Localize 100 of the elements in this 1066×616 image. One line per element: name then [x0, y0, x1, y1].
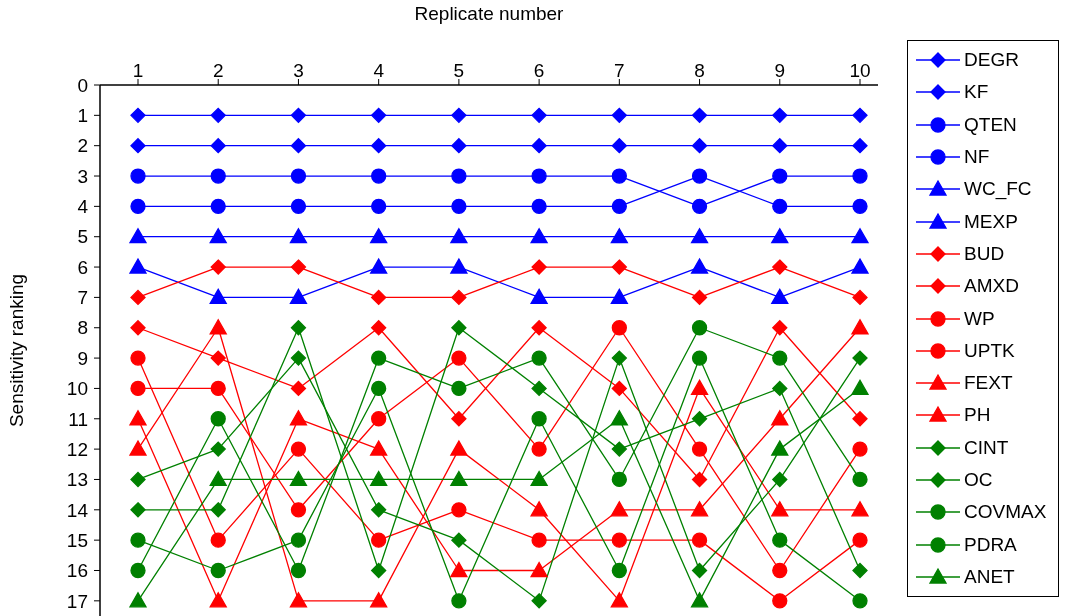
- point: [851, 379, 869, 396]
- point: [289, 288, 308, 305]
- point: [691, 198, 708, 215]
- point: [690, 501, 709, 517]
- point: [771, 440, 789, 456]
- y-tick-label: 11: [68, 408, 88, 430]
- point: [130, 168, 146, 184]
- point: [371, 107, 387, 123]
- legend-label: QTEN: [964, 113, 1017, 136]
- point: [451, 138, 467, 154]
- point: [691, 289, 708, 306]
- legend-label: PH: [964, 404, 991, 427]
- point: [611, 562, 627, 579]
- point: [531, 532, 547, 548]
- point: [772, 198, 788, 215]
- point: [290, 562, 307, 579]
- point: [691, 411, 708, 427]
- point: [531, 168, 547, 184]
- y-tick-label: 7: [77, 287, 88, 309]
- point: [610, 410, 628, 426]
- point: [130, 107, 146, 123]
- point: [371, 138, 387, 154]
- legend-label: WC_FC: [964, 178, 1032, 201]
- x-axis-title: Replicate number: [414, 3, 565, 25]
- point: [851, 501, 869, 517]
- legend-label: BUD: [964, 242, 1005, 265]
- point: [771, 501, 789, 517]
- y-tick-label: 2: [77, 135, 88, 157]
- point: [129, 592, 147, 608]
- point: [129, 228, 147, 244]
- point: [210, 198, 226, 215]
- point: [450, 228, 468, 244]
- point: [852, 411, 868, 427]
- y-tick-label: 16: [66, 560, 88, 582]
- point: [530, 501, 548, 517]
- point: [852, 138, 868, 154]
- point: [611, 198, 627, 215]
- point: [130, 350, 146, 366]
- point: [210, 441, 226, 457]
- x-tick-label: 7: [614, 60, 625, 81]
- point: [451, 168, 467, 184]
- point: [209, 470, 227, 487]
- x-tick-label: 3: [293, 60, 304, 81]
- point: [450, 440, 468, 456]
- point: [691, 471, 708, 488]
- point: [531, 107, 547, 123]
- point: [450, 258, 468, 274]
- point: [451, 289, 467, 306]
- point: [371, 532, 387, 548]
- point: [371, 168, 387, 184]
- point: [451, 107, 467, 123]
- x-tick-label: 1: [132, 60, 144, 81]
- point: [691, 441, 708, 457]
- point: [851, 319, 869, 335]
- point: [772, 259, 788, 275]
- y-tick-label: 4: [77, 196, 89, 218]
- x-tick-label: 2: [212, 60, 224, 81]
- point: [290, 198, 307, 215]
- point: [852, 168, 868, 184]
- point: [610, 228, 628, 244]
- point: [209, 592, 227, 608]
- y-tick-label: 15: [66, 529, 88, 551]
- y-tick-label: 3: [77, 165, 88, 187]
- point: [289, 592, 308, 608]
- point: [531, 320, 547, 336]
- y-tick-label: 17: [66, 590, 88, 612]
- point: [690, 228, 709, 244]
- point: [771, 410, 789, 426]
- point: [290, 138, 307, 154]
- point: [611, 380, 627, 397]
- point: [531, 380, 547, 397]
- legend-label: WP: [964, 307, 995, 330]
- x-tick-label: 4: [373, 60, 385, 81]
- point: [290, 350, 307, 366]
- point: [690, 379, 709, 396]
- point: [772, 593, 788, 609]
- point: [531, 441, 547, 457]
- point: [691, 107, 708, 123]
- point: [290, 380, 307, 397]
- point: [130, 320, 146, 336]
- point: [852, 562, 868, 579]
- point: [451, 593, 467, 609]
- legend-label: NF: [964, 146, 990, 169]
- point: [130, 289, 146, 306]
- x-tick-label: 9: [774, 60, 786, 81]
- point: [210, 411, 226, 427]
- point: [129, 410, 147, 426]
- point: [611, 107, 627, 123]
- legend-label: OC: [964, 469, 993, 491]
- point: [852, 532, 868, 548]
- point: [210, 502, 226, 518]
- point: [130, 562, 146, 579]
- y-tick-label: 8: [77, 317, 88, 339]
- point: [451, 532, 467, 548]
- y-tick-label: 9: [77, 347, 88, 369]
- point: [851, 228, 869, 244]
- point: [371, 320, 387, 336]
- legend-label: MEXP: [964, 210, 1018, 233]
- point: [450, 561, 468, 578]
- point: [531, 593, 547, 609]
